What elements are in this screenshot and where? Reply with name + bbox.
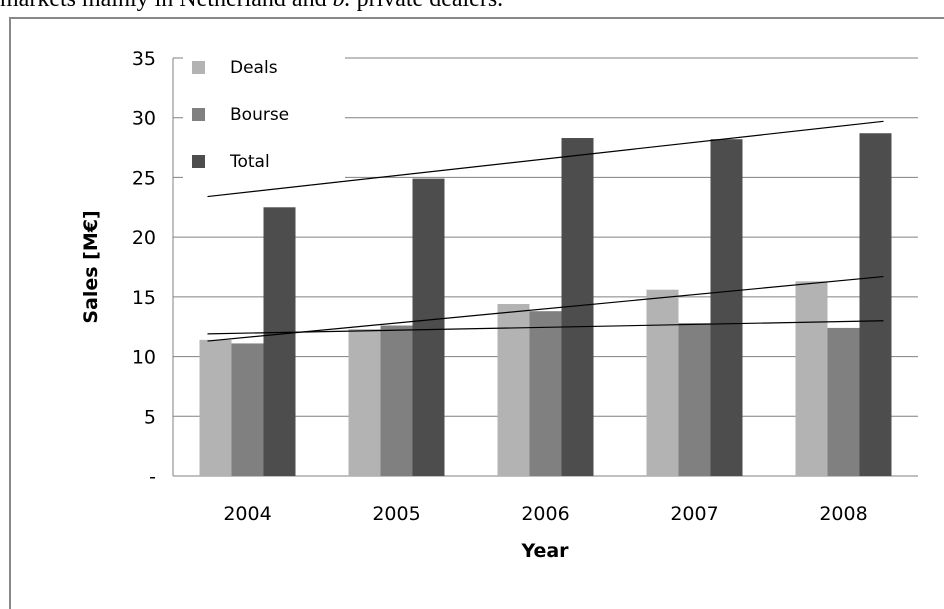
trendline-total [207, 120, 884, 198]
x-tick-label: 2005 [372, 503, 420, 525]
trendline-bourse [207, 320, 884, 335]
caption-part-2: private dealers. [351, 0, 504, 12]
legend-label-total: Total [229, 152, 270, 172]
bar-deals-2005 [348, 329, 381, 476]
caption-text: markets mainly in Netherland and b. priv… [0, 0, 944, 16]
y-tick-label: 25 [132, 167, 156, 189]
x-tick-label: 2007 [670, 503, 718, 525]
bar-bourse-2006 [529, 311, 562, 476]
bar-total-2004 [263, 207, 296, 477]
x-tick-label: 2008 [819, 503, 867, 525]
x-axis-title: Year [520, 540, 569, 562]
bar-deals-2004 [199, 339, 232, 476]
y-tick-label: 30 [132, 108, 156, 130]
caption-italic: b. [333, 0, 351, 12]
legend-swatch-bourse [192, 108, 205, 121]
bar-bourse-2007 [678, 323, 711, 476]
bar-deals-2008 [795, 281, 828, 476]
bar-deals-2007 [646, 289, 679, 476]
legend-label-deals: Deals [230, 58, 278, 78]
bar-total-2008 [859, 133, 892, 477]
y-tick-label: 5 [144, 406, 156, 428]
trendline-gap [310, 185, 344, 194]
y-tick-label: 10 [132, 347, 156, 369]
x-tick-label: 2006 [521, 503, 569, 525]
trendline-deals [207, 275, 884, 342]
legend-swatch-total [192, 155, 205, 168]
bar-bourse-2008 [827, 327, 860, 476]
bar-bourse-2005 [380, 325, 413, 476]
bar-bourse-2004 [231, 343, 264, 476]
x-tick-label: 2004 [223, 503, 271, 525]
bar-total-2007 [710, 139, 743, 476]
y-tick-label: 35 [132, 48, 156, 70]
bar-deals-2006 [497, 304, 530, 476]
legend-background [183, 46, 345, 194]
chart-frame [9, 17, 944, 609]
y-tick-label: - [149, 466, 156, 488]
caption-part-1: markets mainly in Netherland and [0, 0, 333, 12]
y-tick-label: 15 [132, 287, 156, 309]
bar-total-2005 [412, 178, 445, 476]
legend-label-bourse: Bourse [230, 105, 289, 125]
y-axis-title: Sales [M€] [80, 210, 102, 323]
y-tick-label: 20 [132, 227, 156, 249]
legend-swatch-deals [192, 61, 205, 74]
